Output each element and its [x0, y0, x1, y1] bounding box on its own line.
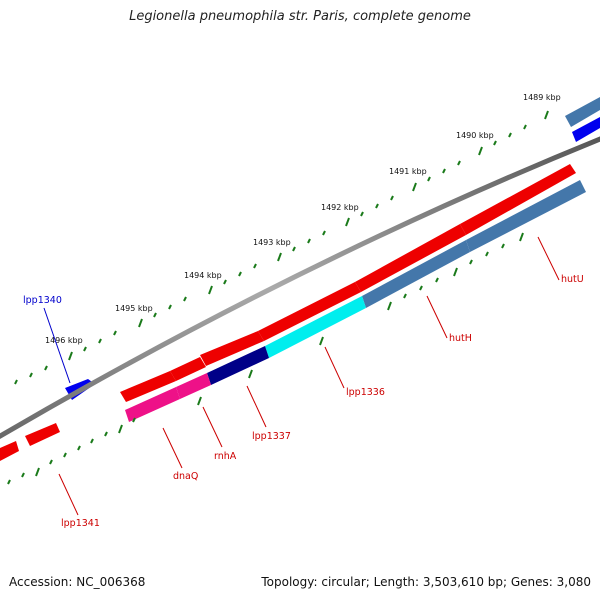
tick-label: 1489 kbp: [523, 93, 561, 102]
feature-steel-top: [565, 97, 600, 127]
gene-label-lpp1340[interactable]: lpp1340: [23, 295, 62, 306]
tick-label: 1494 kbp: [184, 271, 222, 280]
gene-block[interactable]: [170, 357, 206, 381]
gene-lpp1337-block[interactable]: [207, 346, 269, 385]
gene-hutH-block[interactable]: [362, 240, 470, 308]
gene-block[interactable]: [460, 164, 576, 235]
tick-label: 1496 kbp: [45, 336, 83, 345]
inner-tick-track: [7, 232, 524, 485]
gene-rnhA-block[interactable]: [176, 373, 211, 399]
gene-block[interactable]: [355, 224, 466, 292]
tick-label: 1491 kbp: [389, 167, 427, 176]
gene-label-dnaQ[interactable]: dnaQ: [173, 471, 198, 482]
gene-block[interactable]: [258, 282, 361, 341]
tick-label: 1492 kbp: [321, 203, 359, 212]
gene-block[interactable]: [0, 441, 19, 461]
gene-label-hutU[interactable]: hutU: [561, 274, 584, 285]
outer-tick-track: [14, 110, 549, 385]
gene-block[interactable]: [120, 371, 176, 402]
feature-blue-top: [572, 117, 600, 142]
gene-block[interactable]: [25, 423, 60, 446]
gene-label-lpp1341[interactable]: lpp1341: [61, 518, 100, 529]
gene-hutU-block[interactable]: [466, 180, 586, 252]
gene-label-rnhA[interactable]: rnhA: [214, 451, 237, 462]
map-title: Legionella pneumophila str. Paris, compl…: [129, 9, 471, 24]
gene-lpp1336-block[interactable]: [265, 296, 366, 358]
accession-label: Accession: NC_006368: [9, 575, 146, 589]
gene-dnaQ-block[interactable]: [125, 387, 180, 422]
tick-label: 1490 kbp: [456, 131, 494, 140]
leader-lines: [43, 236, 560, 516]
genome-summary: Topology: circular; Length: 3,503,610 bp…: [261, 575, 591, 589]
gene-label-lpp1337[interactable]: lpp1337: [252, 431, 291, 442]
genome-backbone: [0, 136, 600, 440]
tick-label: 1493 kbp: [253, 238, 291, 247]
gene-label-hutH[interactable]: hutH: [449, 333, 472, 344]
gene-label-lpp1336[interactable]: lpp1336: [346, 387, 385, 398]
gene-block[interactable]: [200, 331, 264, 366]
tick-label: 1495 kbp: [115, 304, 153, 313]
